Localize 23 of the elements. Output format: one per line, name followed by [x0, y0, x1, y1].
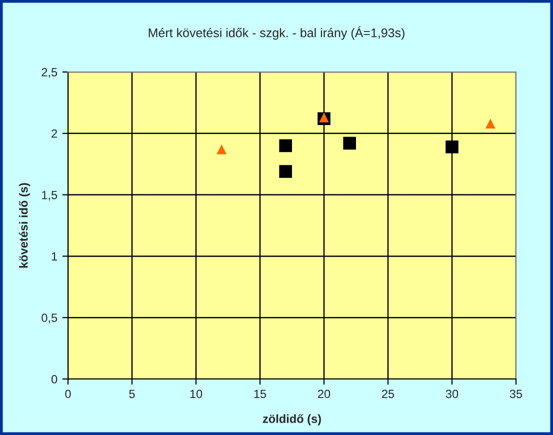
y-axis-title: követési idő (s) — [18, 183, 30, 268]
x-tick-label: 15 — [254, 390, 266, 398]
y-tick-label: 2,5 — [42, 68, 58, 78]
point — [216, 144, 227, 154]
x-tick-label: 25 — [382, 390, 394, 398]
chart-title: Mért követési idők - szgk. - bal irány (Á=1,93s) — [148, 26, 404, 40]
x-tick-label: 0 — [65, 390, 71, 398]
x-tick-label: 5 — [129, 390, 135, 398]
x-tick-label: 30 — [446, 390, 458, 398]
y-tick-label: 1,5 — [42, 190, 58, 201]
y-tick-label: 1 — [52, 252, 58, 260]
y-tick-label: 2 — [52, 129, 57, 138]
point — [446, 140, 458, 154]
x-tick-label: 35 — [510, 390, 522, 398]
y-tick-label: 0,5 — [42, 314, 58, 324]
x-tick-label: 20 — [318, 390, 330, 398]
x-tick-label: 10 — [190, 390, 202, 398]
point — [485, 118, 496, 128]
y-tick-label: 0 — [51, 375, 58, 384]
point — [343, 136, 356, 150]
point — [279, 139, 292, 152]
x-axis-title: zöldidő (s) — [262, 414, 321, 426]
point — [279, 165, 292, 178]
